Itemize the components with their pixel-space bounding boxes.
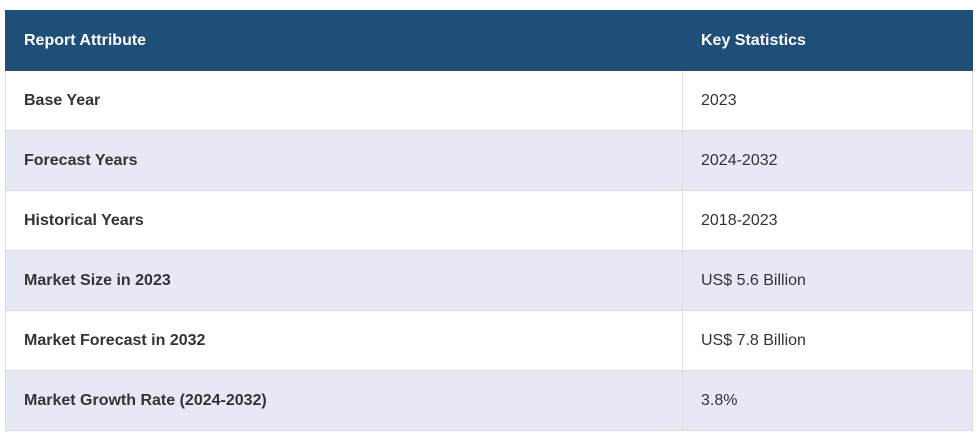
table-row: Historical Years 2018-2023 [5, 190, 973, 251]
value-cell: 2024-2032 [682, 130, 973, 191]
table-row: Market Growth Rate (2024-2032) 3.8% [5, 370, 973, 431]
value-cell: 2018-2023 [682, 190, 973, 251]
header-cell: Key Statistics [682, 10, 973, 71]
header-row: Report Attribute Key Statistics [5, 10, 973, 71]
attribute-cell: Forecast Years [5, 130, 683, 191]
value-cell: US$ 5.6 Billion [682, 250, 973, 311]
stats-table: Report Attribute Key Statistics Base Year 2… [5, 10, 973, 431]
table-row: Base Year 2023 [5, 70, 973, 131]
value-cell: 3.8% [682, 370, 973, 431]
attribute-cell: Base Year [5, 70, 683, 131]
header-cell: Report Attribute [5, 10, 683, 71]
attribute-cell: Historical Years [5, 190, 683, 251]
table-row: Forecast Years 2024-2032 [5, 130, 973, 191]
attribute-cell: Market Size in 2023 [5, 250, 683, 311]
attribute-cell: Market Growth Rate (2024-2032) [5, 370, 683, 431]
value-cell: US$ 7.8 Billion [682, 310, 973, 371]
table-row: Market Size in 2023 US$ 5.6 Billion [5, 250, 973, 311]
table-row: Market Forecast in 2032 US$ 7.8 Billion [5, 310, 973, 371]
value-cell: 2023 [682, 70, 973, 131]
attribute-cell: Market Forecast in 2032 [5, 310, 683, 371]
table-body: Base Year 2023 Forecast Years 2024-2032 Hist… [5, 70, 973, 431]
